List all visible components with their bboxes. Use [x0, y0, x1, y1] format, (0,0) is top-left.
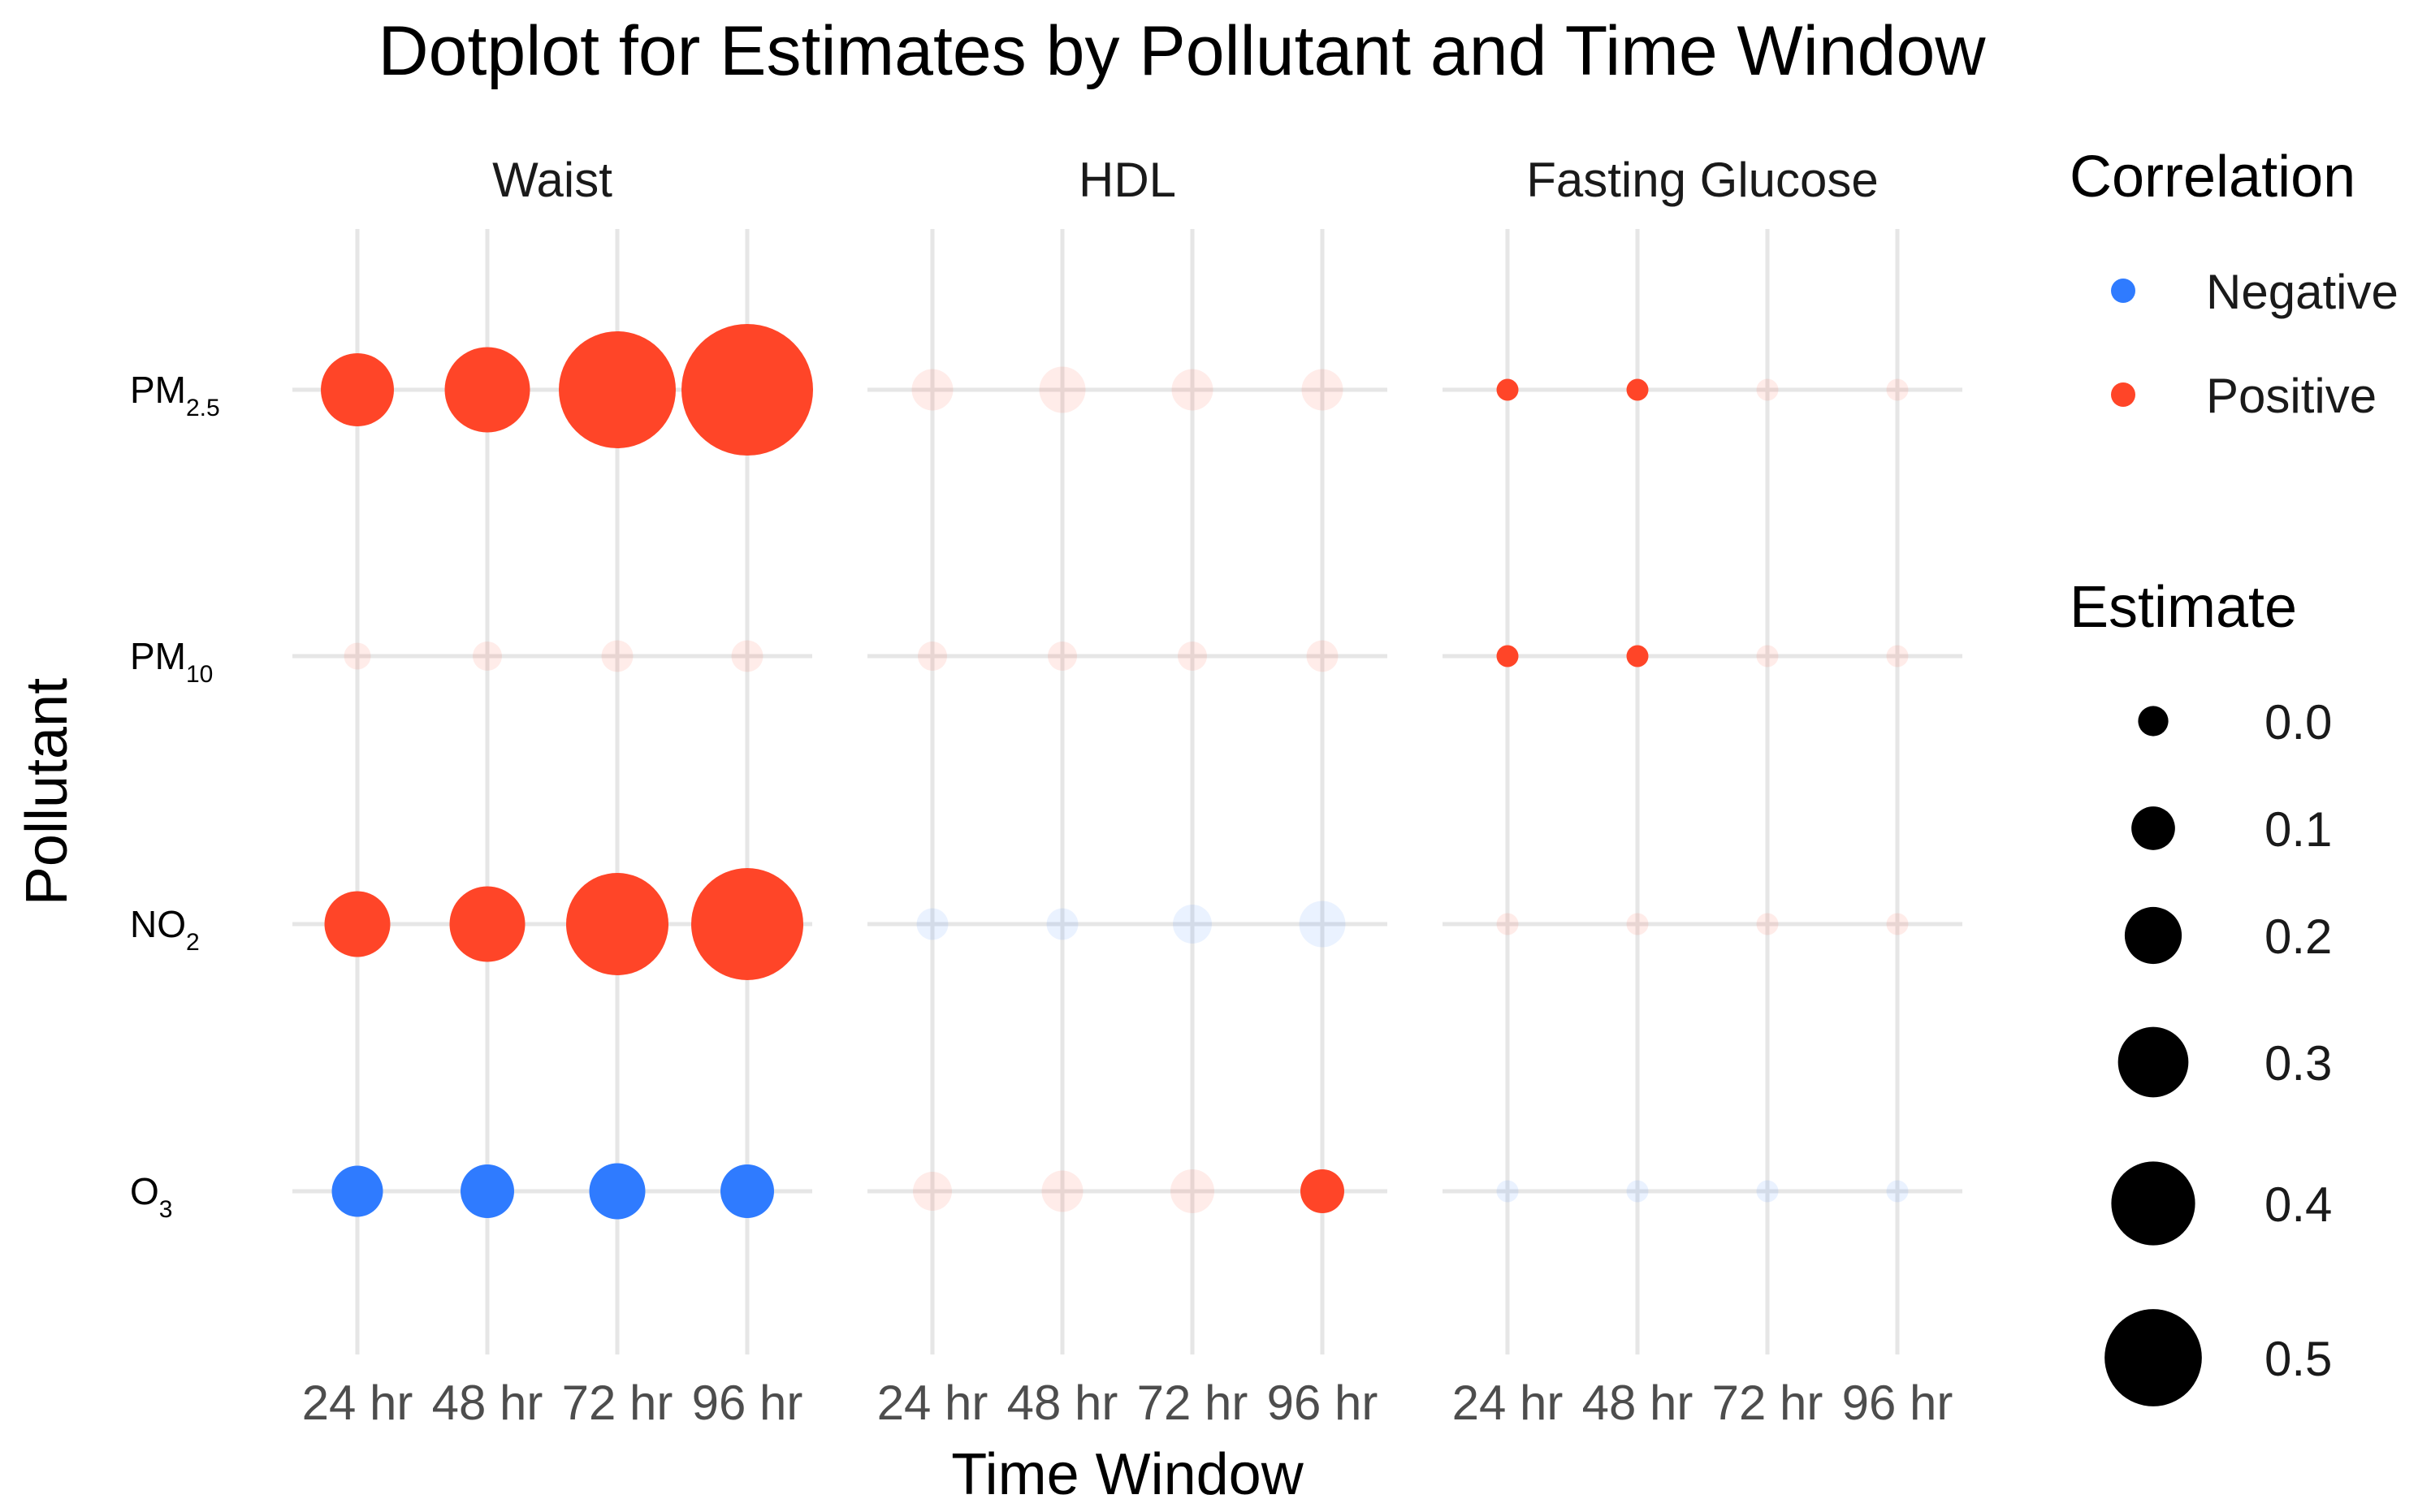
dot-hdl-pm10-48-hr [1048, 642, 1077, 671]
dot-fasting-glucose-o3-96-hr [1886, 1180, 1909, 1203]
dot-waist-pm10-24-hr [344, 642, 371, 670]
dot-fasting-glucose-pm2-5-96-hr [1886, 378, 1909, 401]
dot-hdl-o3-24-hr [913, 1172, 952, 1211]
dot-waist-o3-24-hr [331, 1165, 383, 1217]
legend-size-key [2138, 706, 2169, 737]
dot-fasting-glucose-pm2-5-72-hr [1756, 378, 1779, 401]
chart-title: Dotplot for Estimates by Pollutant and T… [378, 12, 1987, 90]
legend: Correlation Estimate Negative Positive 0.0… [2070, 145, 2399, 1406]
legend-size-label: 0.2 [2264, 909, 2332, 964]
dot-hdl-pm2-5-72-hr [1171, 369, 1213, 411]
dot-fasting-glucose-pm2-5-48-hr [1626, 378, 1649, 401]
y-axis-title: Pollutant [15, 678, 80, 905]
dot-hdl-pm10-24-hr [918, 642, 947, 671]
dot-waist-pm2-5-72-hr [559, 331, 676, 448]
dot-fasting-glucose-no2-96-hr [1886, 913, 1909, 935]
legend-size-label: 0.4 [2264, 1177, 2332, 1232]
legend-key-negative [2111, 279, 2135, 303]
grid-layer [292, 229, 1962, 1354]
dot-fasting-glucose-pm10-96-hr [1886, 645, 1909, 667]
dot-waist-no2-96-hr [691, 868, 803, 980]
legend-size-label: 0.0 [2264, 695, 2332, 750]
x-tick-label: 72 hr [1137, 1376, 1248, 1430]
dot-waist-o3-72-hr [589, 1163, 646, 1220]
dot-waist-pm2-5-48-hr [444, 347, 530, 433]
x-tick-label: 48 hr [1582, 1376, 1693, 1430]
y-tick-label-o3: O3 [130, 1170, 172, 1223]
dot-hdl-pm2-5-24-hr [911, 369, 954, 411]
dot-fasting-glucose-o3-24-hr [1496, 1180, 1519, 1203]
dot-hdl-no2-96-hr [1299, 901, 1346, 948]
labels-layer: Dotplot for Estimates by Pollutant and T… [15, 12, 1986, 1507]
dot-fasting-glucose-pm10-24-hr [1496, 645, 1519, 667]
dot-waist-no2-24-hr [324, 891, 391, 957]
dot-waist-o3-48-hr [461, 1164, 514, 1218]
legend-size-key [2124, 906, 2182, 965]
x-axis-title: Time Window [951, 1442, 1304, 1507]
dot-hdl-pm10-72-hr [1178, 642, 1207, 671]
points-layer [321, 324, 1909, 1220]
legend-size-key [2117, 1026, 2189, 1098]
dot-hdl-no2-24-hr [916, 908, 949, 940]
legend-size-label: 0.3 [2264, 1036, 2332, 1091]
y-tick-label-pm10: PM10 [130, 635, 213, 688]
dot-hdl-o3-72-hr [1170, 1169, 1214, 1213]
legend-key-positive [2111, 382, 2135, 407]
x-tick-label: 96 hr [692, 1376, 803, 1430]
y-tick-label-no2: NO2 [130, 903, 200, 956]
dot-hdl-o3-48-hr [1041, 1170, 1084, 1212]
dot-waist-no2-48-hr [449, 886, 526, 962]
legend-size-key [2104, 1309, 2202, 1406]
legend-size-label: 0.5 [2264, 1332, 2332, 1386]
dot-fasting-glucose-pm2-5-24-hr [1496, 378, 1519, 401]
dot-hdl-pm2-5-48-hr [1039, 366, 1086, 413]
dot-fasting-glucose-o3-72-hr [1756, 1180, 1779, 1203]
dot-waist-pm2-5-96-hr [681, 324, 813, 456]
dot-waist-pm10-48-hr [473, 642, 502, 671]
x-tick-label: 96 hr [1842, 1376, 1953, 1430]
legend-color-title: Correlation [2070, 145, 2355, 210]
dot-hdl-pm10-96-hr [1306, 640, 1339, 672]
facet-label-fasting-glucose: Fasting Glucose [1526, 153, 1879, 207]
y-tick-label-pm2-5: PM2.5 [130, 369, 220, 421]
dot-hdl-o3-96-hr [1300, 1169, 1344, 1213]
dot-hdl-no2-48-hr [1046, 908, 1079, 940]
dot-waist-o3-96-hr [720, 1164, 774, 1218]
x-tick-label: 96 hr [1267, 1376, 1378, 1430]
legend-label-positive: Positive [2206, 369, 2377, 423]
legend-size-key [2111, 1161, 2195, 1246]
dot-waist-pm10-96-hr [731, 640, 763, 672]
x-tick-label: 72 hr [1712, 1376, 1823, 1430]
facet-label-hdl: HDL [1079, 153, 1176, 207]
legend-size-title: Estimate [2070, 575, 2297, 640]
dot-hdl-no2-72-hr [1173, 905, 1212, 944]
dot-waist-no2-72-hr [566, 873, 668, 975]
dot-fasting-glucose-no2-72-hr [1756, 913, 1779, 935]
dot-fasting-glucose-pm10-72-hr [1756, 645, 1779, 667]
dot-waist-pm2-5-24-hr [321, 353, 394, 426]
dot-fasting-glucose-no2-48-hr [1626, 913, 1649, 935]
facet-label-waist: Waist [492, 153, 612, 207]
x-tick-label: 48 hr [432, 1376, 543, 1430]
x-tick-label: 72 hr [562, 1376, 673, 1430]
legend-label-negative: Negative [2206, 265, 2399, 319]
x-tick-label: 24 hr [877, 1376, 988, 1430]
dot-fasting-glucose-o3-48-hr [1626, 1180, 1649, 1203]
x-tick-label: 24 hr [302, 1376, 413, 1430]
dot-waist-pm10-72-hr [601, 640, 634, 672]
x-tick-label: 24 hr [1452, 1376, 1564, 1430]
dot-fasting-glucose-pm10-48-hr [1626, 645, 1649, 667]
legend-size-label: 0.1 [2264, 802, 2332, 857]
legend-size-key [2131, 806, 2175, 850]
x-tick-label: 48 hr [1007, 1376, 1118, 1430]
dot-fasting-glucose-no2-24-hr [1496, 913, 1519, 935]
dot-hdl-pm2-5-96-hr [1301, 369, 1343, 411]
